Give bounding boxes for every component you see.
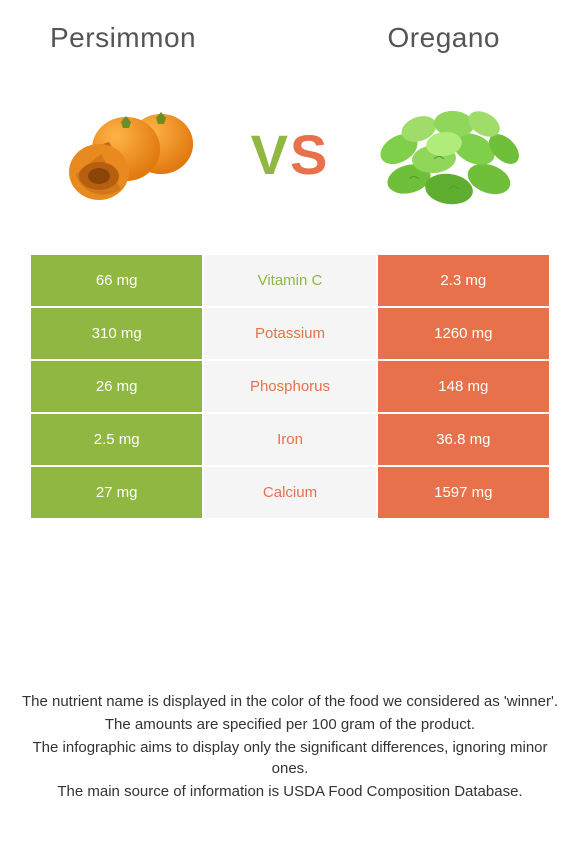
left-value: 27 mg (30, 466, 203, 519)
table-row: 26 mg Phosphorus 148 mg (30, 360, 550, 413)
footer-line: The main source of information is USDA F… (20, 781, 560, 802)
right-value: 1260 mg (377, 307, 550, 360)
right-food-title: Oregano (388, 22, 500, 54)
oregano-icon (359, 94, 529, 214)
left-value: 2.5 mg (30, 413, 203, 466)
right-value: 36.8 mg (377, 413, 550, 466)
footer-line: The nutrient name is displayed in the co… (20, 691, 560, 712)
left-value: 66 mg (30, 254, 203, 307)
nutrient-label: Phosphorus (203, 360, 376, 413)
header-row: Persimmon Oregano (0, 0, 580, 54)
left-value: 26 mg (30, 360, 203, 413)
footer-notes: The nutrient name is displayed in the co… (0, 691, 580, 804)
vs-image-row: VS (0, 54, 580, 254)
right-value: 148 mg (377, 360, 550, 413)
table-row: 2.5 mg Iron 36.8 mg (30, 413, 550, 466)
nutrient-label: Iron (203, 413, 376, 466)
footer-line: The amounts are specified per 100 gram o… (20, 714, 560, 735)
footer-line: The infographic aims to display only the… (20, 737, 560, 779)
nutrient-label: Potassium (203, 307, 376, 360)
table-row: 27 mg Calcium 1597 mg (30, 466, 550, 519)
vs-v: V (251, 123, 290, 186)
persimmon-image (51, 94, 221, 214)
oregano-image (359, 94, 529, 214)
right-value: 2.3 mg (377, 254, 550, 307)
vs-s: S (290, 123, 329, 186)
nutrient-label: Calcium (203, 466, 376, 519)
nutrition-table: 66 mg Vitamin C 2.3 mg 310 mg Potassium … (30, 254, 550, 519)
persimmon-icon (51, 94, 221, 214)
table-row: 66 mg Vitamin C 2.3 mg (30, 254, 550, 307)
table-row: 310 mg Potassium 1260 mg (30, 307, 550, 360)
left-food-title: Persimmon (50, 22, 196, 54)
right-value: 1597 mg (377, 466, 550, 519)
vs-label: VS (251, 122, 330, 187)
left-value: 310 mg (30, 307, 203, 360)
nutrient-label: Vitamin C (203, 254, 376, 307)
